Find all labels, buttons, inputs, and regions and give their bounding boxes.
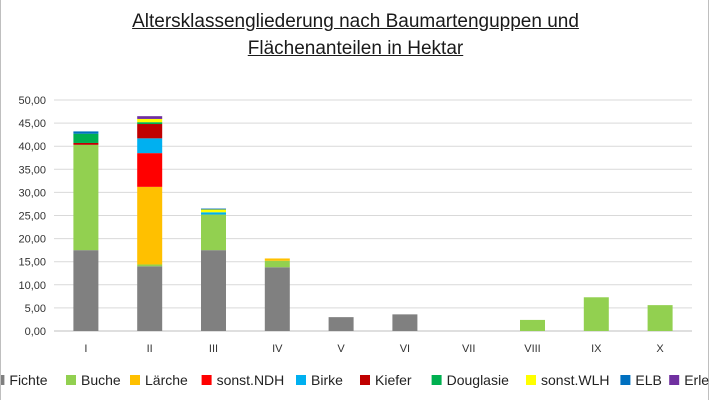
bar-segment <box>73 131 99 134</box>
bar-segment <box>73 144 99 251</box>
x-tick-label: VI <box>400 343 410 355</box>
x-tick-label: IV <box>272 343 283 355</box>
legend-swatch <box>669 375 680 385</box>
legend-label: Lärche <box>145 372 188 388</box>
bar-segment <box>520 319 545 331</box>
bar-segment <box>137 264 163 267</box>
legend-label: Erle <box>684 372 709 388</box>
bar-segment <box>73 142 99 145</box>
bar-segment <box>201 209 226 213</box>
legend-label: sonst.WLH <box>541 372 609 388</box>
y-tick-label: 10,00 <box>18 280 46 292</box>
legend-label: Birke <box>311 372 343 388</box>
bar-segment <box>137 122 163 125</box>
bar-segment <box>201 214 226 251</box>
y-tick-label: 45,00 <box>18 118 46 130</box>
y-tick-label: 25,00 <box>18 211 46 223</box>
x-tick-label: V <box>337 343 345 355</box>
bar-segment <box>137 138 163 154</box>
legend-label: Douglasie <box>447 372 509 388</box>
bar-segment <box>392 314 418 331</box>
y-tick-label: 0,00 <box>25 326 46 338</box>
bar-segment <box>201 208 226 210</box>
x-tick-label: I <box>84 343 87 355</box>
bar-segment <box>73 250 99 331</box>
bar-segment <box>137 116 163 119</box>
bar-segment <box>73 133 99 143</box>
y-tick-label: 35,00 <box>18 164 46 176</box>
legend-swatch <box>526 375 536 385</box>
bar-segment <box>201 212 226 215</box>
bar-segment <box>647 305 673 331</box>
legend-label: Fichte <box>9 372 47 388</box>
bar-segment <box>137 124 163 139</box>
legend-swatch <box>1 375 5 385</box>
bar-segment <box>264 267 290 331</box>
x-tick-label: II <box>147 343 153 355</box>
y-tick-label: 5,00 <box>25 303 46 315</box>
bar-segment <box>264 258 290 261</box>
x-tick-label: VII <box>462 343 475 355</box>
bar-segment <box>328 317 354 331</box>
legend-label: Buche <box>81 372 121 388</box>
x-tick-label: IX <box>591 343 602 355</box>
y-tick-label: 50,00 <box>18 95 46 107</box>
chart-title-line-2: Flächenanteilen in Hektar <box>247 38 464 59</box>
legend-swatch <box>201 375 212 385</box>
bar-segment <box>264 260 290 268</box>
legend-label: ELB <box>635 372 661 388</box>
legend-swatch <box>296 375 306 385</box>
y-tick-label: 30,00 <box>18 187 46 199</box>
bar-segment <box>201 250 226 331</box>
legend-label: Kiefer <box>375 372 412 388</box>
x-tick-label: X <box>656 343 664 355</box>
x-tick-label: III <box>209 343 218 355</box>
bar-segment <box>137 186 163 265</box>
legend-swatch <box>431 375 442 385</box>
y-tick-label: 20,00 <box>18 234 46 246</box>
legend-swatch <box>66 375 76 385</box>
chart-title: Altersklassengliederung nach Baumartengu… <box>1 8 709 62</box>
chart-title-line-1: Altersklassengliederung nach Baumartengu… <box>132 11 579 32</box>
legend-swatch <box>360 375 370 385</box>
legend-swatch <box>130 375 140 385</box>
bar-segment <box>137 153 163 187</box>
legend-label: sonst.NDH <box>217 372 285 388</box>
bar-segment <box>137 118 163 123</box>
y-tick-label: 40,00 <box>18 141 46 153</box>
x-tick-label: VIII <box>524 343 541 355</box>
legend-swatch <box>620 375 631 385</box>
bar-segment <box>583 297 609 331</box>
y-tick-label: 15,00 <box>18 257 46 269</box>
bar-segment <box>137 266 163 331</box>
